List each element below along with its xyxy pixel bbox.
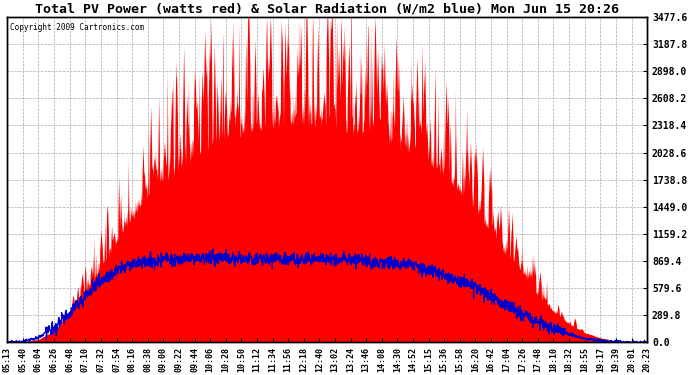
Text: Copyright 2009 Cartronics.com: Copyright 2009 Cartronics.com — [10, 24, 145, 33]
Title: Total PV Power (watts red) & Solar Radiation (W/m2 blue) Mon Jun 15 20:26: Total PV Power (watts red) & Solar Radia… — [35, 3, 619, 16]
